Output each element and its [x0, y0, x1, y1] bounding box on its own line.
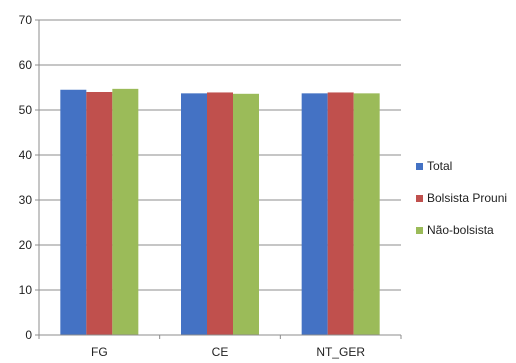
bar-nt-ger-bolsista-prouni	[327, 92, 354, 335]
y-tick-label: 40	[19, 148, 33, 162]
bar-fg-n-o-bolsista	[112, 88, 139, 335]
bar-ce-bolsista-prouni	[207, 92, 233, 335]
legend: Total Bolsista Prouni Não-bolsista	[416, 150, 507, 246]
y-axis-ticks: 0 10 20 30 40 50 60 70	[19, 13, 39, 342]
bar-fg-bolsista-prouni	[86, 92, 113, 335]
bar-fg-total	[60, 89, 87, 335]
x-tick-label: CE	[212, 345, 229, 359]
bar-ce-total	[181, 93, 207, 335]
legend-item-nao-bolsista: Não-bolsista	[416, 214, 507, 246]
y-tick-label: 10	[19, 283, 33, 297]
legend-swatch-bolsista-prouni	[416, 194, 423, 202]
legend-swatch-total	[416, 162, 423, 170]
x-tick-label: NT_GER	[316, 345, 365, 359]
legend-swatch-nao-bolsista	[416, 226, 423, 234]
y-tick-label: 70	[19, 13, 33, 27]
y-tick-label: 60	[19, 58, 33, 72]
y-tick-label: 50	[19, 103, 33, 117]
x-axis-ticks: FG CE NT_GER	[38, 335, 402, 359]
bar-nt-ger-total	[301, 93, 328, 335]
x-tick-label: FG	[91, 345, 108, 359]
legend-label-total: Total	[427, 159, 453, 173]
legend-item-total: Total	[416, 150, 507, 182]
y-tick-label: 20	[19, 238, 33, 252]
legend-label-nao-bolsista: Não-bolsista	[427, 223, 494, 237]
y-tick-label: 30	[19, 193, 33, 207]
bar-nt-ger-n-o-bolsista	[353, 93, 380, 335]
bars	[60, 88, 380, 335]
legend-item-bolsista-prouni: Bolsista Prouni	[416, 182, 507, 214]
legend-label-bolsista-prouni: Bolsista Prouni	[427, 191, 508, 205]
bar-ce-n-o-bolsista	[233, 93, 259, 335]
y-tick-label: 0	[25, 328, 32, 342]
